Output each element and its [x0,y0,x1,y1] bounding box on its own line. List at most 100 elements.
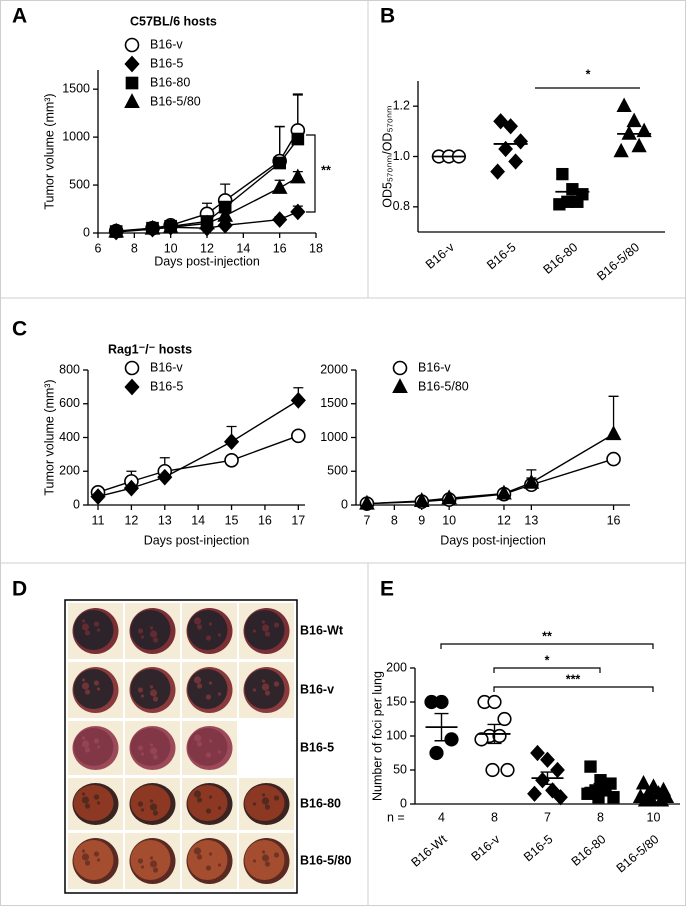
lung-spot [205,752,212,758]
photo-row-label: B16-v [300,682,334,696]
lung-spot [96,801,101,805]
legend-label: B16-v [418,360,451,374]
marker [635,774,652,790]
lung-spot [261,679,266,683]
marker [490,163,506,180]
lung-spot [208,795,213,799]
marker [592,791,605,804]
lung-spot [196,624,203,630]
marker [429,745,444,761]
lung-spot [196,741,203,747]
lung-spot [96,628,101,632]
lung-spot [81,740,90,748]
y-tick-label: 600 [59,396,80,410]
panel-letter: E [380,578,394,601]
lung-spot [205,635,212,641]
marker [157,468,173,486]
lung-spot [217,806,222,810]
lung-spot [140,694,145,698]
lung-spot [217,633,222,637]
lung-photo [130,610,171,650]
lung-spot [93,794,100,800]
marker [607,791,620,804]
y-tick-label: 200 [386,660,407,674]
marker [290,203,306,221]
lung-photo [187,669,228,709]
marker [621,125,637,140]
lung-spot [84,803,91,809]
x-tick-label: 15 [225,513,239,527]
y-tick-label: 150 [386,694,407,708]
lung-spot [152,696,159,702]
lung-spot [208,852,213,856]
lung-spot [193,734,202,742]
lung-spot [140,865,145,869]
y-tick-label: 400 [59,430,80,444]
marker [503,118,519,135]
y-axis-label: Tumor volume (mm³) [42,93,56,209]
marker [291,428,306,444]
marker [500,762,515,778]
lung-spot [205,694,212,700]
marker [530,744,545,762]
lung-spot [261,683,270,691]
marker [434,694,449,710]
lung-spot [152,754,159,760]
marker [217,216,233,234]
marker [631,137,647,153]
sem-bar [593,782,608,793]
lung-spot [93,738,100,744]
marker [493,113,509,130]
sem-bar [434,712,449,742]
lung-spot [149,856,154,860]
x-axis-label: Days post-injection [440,533,546,547]
chart-title: C57BL/6 hosts [130,14,217,28]
marker [223,433,240,451]
lung-spot [193,617,202,625]
lung-spot [208,622,213,626]
marker [485,762,500,778]
lung-spot [81,849,86,853]
n-count: 8 [491,810,498,824]
lung-spot [273,795,280,801]
photo-row-label: B16-5 [300,740,334,754]
lung-spot [264,861,271,867]
legend-marker [124,37,140,53]
series-line [366,433,614,505]
legend-marker [125,76,139,90]
marker [496,484,512,500]
panel-letter: C [12,318,27,341]
marker [553,789,568,806]
panel-letter: B [380,5,395,28]
marker [497,711,512,727]
lung-spot [261,620,266,624]
legend-label: B16-5 [150,379,183,393]
photo-row-label: B16-5/80 [300,853,351,867]
lung-spot [149,860,158,868]
marker [581,787,594,800]
lung-spot [252,629,257,633]
y-tick-label: 0 [73,497,80,511]
x-tick-label: 8 [391,513,398,527]
lung-photo [187,785,228,821]
lung-spot [140,635,145,639]
lung-spot [196,683,203,689]
lung-spot [96,687,101,691]
lung-spot [152,637,159,643]
significance-label: ** [321,163,331,177]
marker [474,732,489,747]
lung-spot [84,860,91,866]
marker [291,132,305,146]
lung-spot [93,851,100,857]
marker [162,218,179,234]
legend-marker [124,360,140,376]
x-tick-label: 16 [258,513,272,527]
lung-spot [217,692,222,696]
lung-spot [193,790,202,798]
photo-row-label: B16-Wt [300,623,344,637]
legend-label: B16-v [150,360,183,374]
lung-spot [93,621,100,627]
x-axis-label: Days post-injection [154,254,260,268]
x-tick-label: 9 [418,513,425,527]
